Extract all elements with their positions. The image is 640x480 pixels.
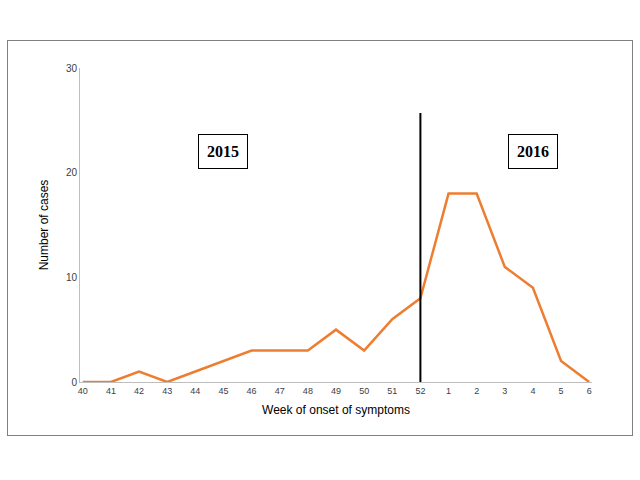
svg-text:49: 49 (331, 386, 341, 396)
svg-text:Week of onset of symptoms: Week of onset of symptoms (262, 403, 410, 417)
svg-text:1: 1 (446, 386, 451, 396)
svg-text:51: 51 (387, 386, 397, 396)
svg-text:43: 43 (162, 386, 172, 396)
svg-text:5: 5 (559, 386, 564, 396)
svg-text:Number of cases: Number of cases (37, 180, 51, 271)
svg-text:44: 44 (190, 386, 200, 396)
svg-text:4: 4 (530, 386, 535, 396)
svg-text:2016: 2016 (517, 143, 549, 160)
svg-text:46: 46 (247, 386, 257, 396)
svg-text:2: 2 (474, 386, 479, 396)
svg-text:41: 41 (106, 386, 116, 396)
svg-text:6: 6 (587, 386, 592, 396)
svg-text:2015: 2015 (207, 143, 239, 160)
svg-text:40: 40 (78, 386, 88, 396)
svg-text:47: 47 (275, 386, 285, 396)
svg-text:30: 30 (66, 63, 78, 74)
svg-text:42: 42 (134, 386, 144, 396)
svg-text:45: 45 (218, 386, 228, 396)
svg-text:48: 48 (303, 386, 313, 396)
svg-text:0: 0 (71, 377, 77, 388)
svg-text:3: 3 (502, 386, 507, 396)
svg-text:50: 50 (359, 386, 369, 396)
svg-text:10: 10 (66, 272, 78, 283)
svg-text:52: 52 (415, 386, 425, 396)
svg-text:20: 20 (66, 167, 78, 178)
